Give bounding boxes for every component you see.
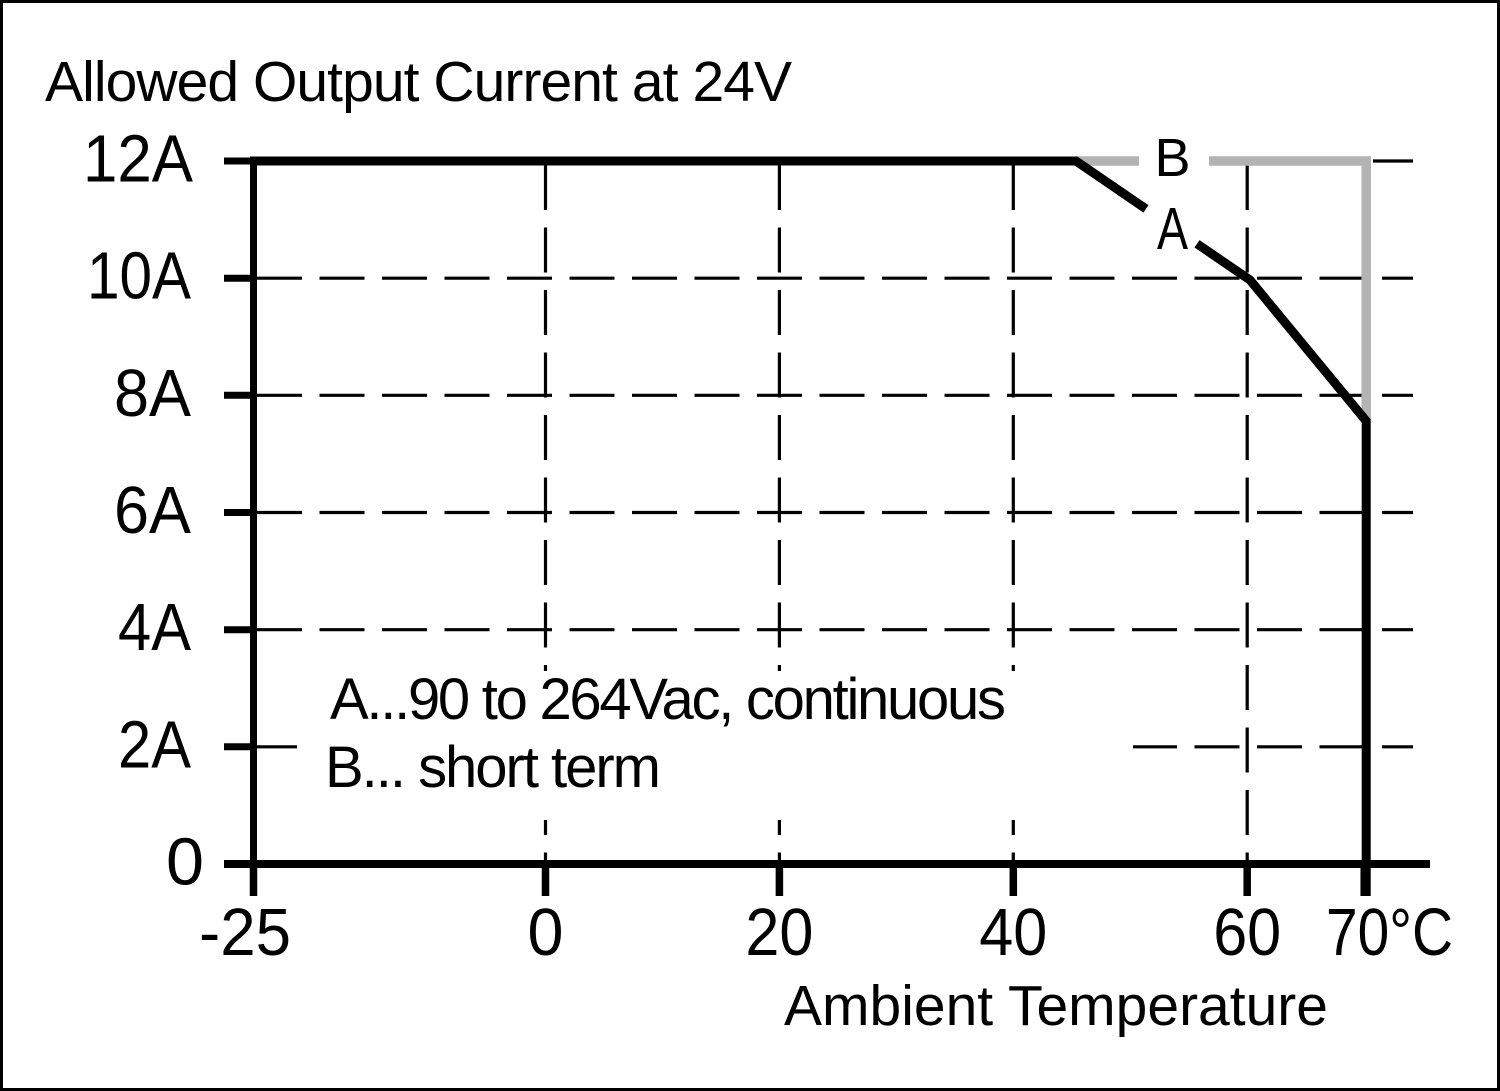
svg-text:A: A (1157, 196, 1189, 262)
svg-text:A...90 to 264Vac, continuous: A...90 to 264Vac, continuous (330, 667, 1006, 732)
svg-text:70°C: 70°C (1326, 895, 1453, 970)
svg-text:0: 0 (528, 895, 564, 970)
svg-text:4A: 4A (118, 590, 191, 665)
svg-text:B... short term: B... short term (325, 735, 661, 800)
svg-text:Allowed Output Current at 24V: Allowed Output Current at 24V (45, 50, 792, 114)
svg-text:12A: 12A (83, 122, 193, 197)
svg-text:8A: 8A (114, 356, 191, 431)
svg-text:2A: 2A (118, 707, 191, 782)
svg-text:10A: 10A (87, 239, 191, 314)
svg-text:-25: -25 (199, 895, 291, 970)
svg-text:60: 60 (1213, 895, 1281, 970)
svg-text:6A: 6A (114, 473, 191, 548)
svg-text:Ambient Temperature: Ambient Temperature (784, 974, 1328, 1038)
svg-text:20: 20 (745, 895, 813, 970)
svg-text:B: B (1155, 128, 1191, 188)
svg-text:0: 0 (166, 825, 204, 900)
svg-text:40: 40 (979, 895, 1047, 970)
